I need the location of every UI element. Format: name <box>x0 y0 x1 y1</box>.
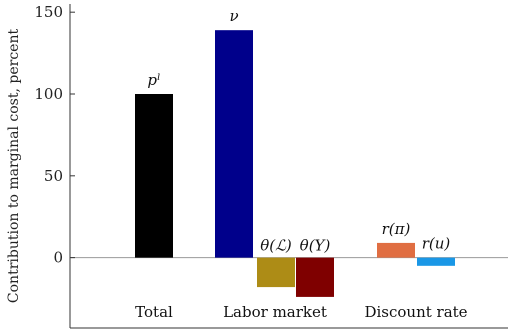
y-axis-title: Contribution to marginal cost, percent <box>6 29 22 304</box>
bars <box>135 30 455 297</box>
group-labels: Total Labor market Discount rate <box>135 303 467 321</box>
bar <box>257 257 295 288</box>
bar <box>135 94 173 258</box>
bar <box>215 30 253 258</box>
bar <box>417 257 455 266</box>
bar <box>377 242 415 258</box>
group-label: Discount rate <box>364 303 467 321</box>
y-tick-label: 100 <box>34 85 63 103</box>
bar-labels: pˡ ν θ(ℒ) θ(Y) r(π) r(u) <box>147 7 450 254</box>
y-ticks: 0 50 100 150 <box>34 3 75 267</box>
group-label: Total <box>135 303 173 321</box>
bar-label: θ(Y) <box>300 237 331 255</box>
bar-label: pˡ <box>147 71 160 89</box>
y-tick-label: 0 <box>53 249 63 267</box>
group-label: Labor market <box>223 303 327 321</box>
bar-label: ν <box>229 7 238 25</box>
bar-label: r(u) <box>422 235 451 253</box>
y-tick-label: 50 <box>44 167 63 185</box>
bar-label: r(π) <box>382 220 411 238</box>
bar <box>296 257 334 297</box>
bar-label: θ(ℒ) <box>260 237 292 255</box>
y-tick-label: 150 <box>34 3 63 21</box>
